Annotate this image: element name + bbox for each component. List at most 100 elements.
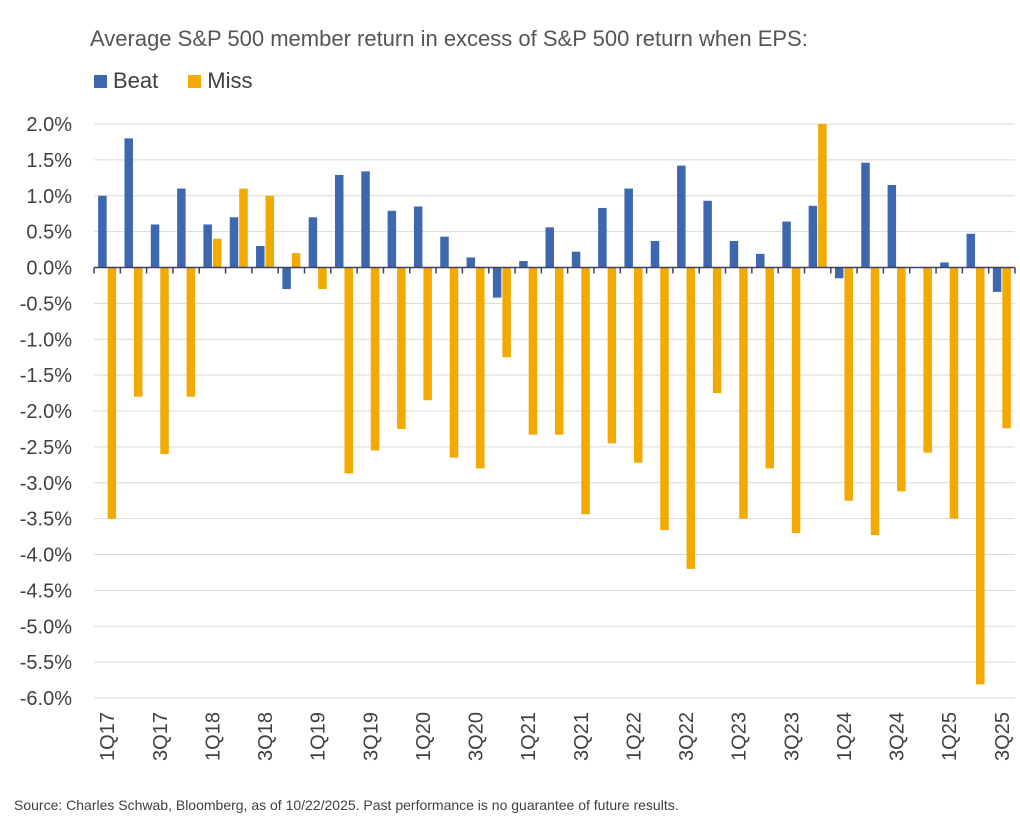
- x-tick-label: 3Q21: [571, 712, 593, 761]
- bar-miss-2q17: [133, 267, 143, 397]
- bar-miss-1q22: [633, 267, 643, 463]
- bar-miss-1q25: [949, 267, 959, 519]
- x-tick-label: 3Q23: [781, 712, 803, 761]
- bar-miss-4q21: [607, 267, 617, 444]
- bar-beat-4q21: [598, 207, 607, 268]
- y-tick-label: -3.5%: [20, 509, 72, 531]
- bar-miss-2q22: [660, 267, 669, 531]
- y-tick-label: -1.0%: [20, 329, 72, 351]
- bar-miss-3q23: [791, 267, 801, 533]
- y-tick-label: 1.5%: [26, 150, 72, 172]
- bar-miss-1q21: [528, 267, 538, 435]
- bar-miss-4q22: [712, 267, 722, 394]
- bar-miss-3q25: [1002, 267, 1011, 429]
- bar-beat-3q18: [256, 245, 265, 268]
- bar-beat-1q22: [624, 188, 633, 268]
- bar-miss-4q18: [291, 253, 301, 268]
- bar-beat-2q22: [650, 240, 660, 268]
- x-tick-label: 3Q25: [992, 712, 1014, 761]
- x-tick-label: 1Q25: [939, 712, 961, 761]
- x-tick-label: 3Q18: [255, 712, 277, 761]
- y-tick-label: -4.5%: [20, 580, 72, 602]
- y-tick-label: -4.0%: [20, 545, 72, 567]
- bar-miss-2q25: [976, 267, 985, 685]
- bar-miss-4q17: [186, 267, 196, 397]
- bar-beat-4q20: [492, 267, 502, 298]
- y-tick-label: -6.0%: [20, 688, 72, 710]
- y-tick-label: -3.0%: [20, 473, 72, 495]
- y-tick-label: 2.0%: [26, 114, 72, 136]
- x-tick-label: 3Q19: [360, 712, 382, 761]
- x-tick-label: 1Q20: [413, 712, 435, 761]
- chart-legend: Beat Miss: [94, 68, 282, 94]
- bar-miss-1q23: [739, 267, 748, 519]
- bar-miss-1q17: [107, 267, 117, 519]
- bar-beat-3q25: [992, 267, 1002, 292]
- y-tick-label: 1.0%: [26, 186, 72, 208]
- bar-beat-3q17: [150, 224, 160, 268]
- y-tick-label: -5.0%: [20, 616, 72, 638]
- bar-beat-3q21: [571, 251, 581, 268]
- x-tick-label: 3Q20: [466, 712, 488, 761]
- bar-beat-4q17: [177, 188, 186, 268]
- bar-beat-2q18: [229, 217, 239, 268]
- bar-miss-2q21: [555, 267, 564, 435]
- y-tick-label: -2.5%: [20, 437, 72, 459]
- bar-miss-1q20: [423, 267, 432, 401]
- bar-miss-1q19: [318, 267, 327, 290]
- x-tick-label: 3Q24: [887, 712, 909, 761]
- bar-beat-1q24: [834, 267, 844, 279]
- bar-beat-4q18: [282, 267, 291, 290]
- bar-beat-1q21: [519, 261, 528, 268]
- legend-swatch-beat: [94, 74, 107, 88]
- bar-beat-2q19: [334, 174, 344, 268]
- bar-miss-2q24: [870, 267, 880, 536]
- chart-title: Average S&P 500 member return in excess …: [90, 26, 808, 51]
- legend-label-beat: Beat: [113, 68, 159, 93]
- x-tick-label: 1Q23: [729, 712, 751, 761]
- bar-miss-3q20: [476, 267, 485, 469]
- legend-swatch-miss: [188, 74, 202, 88]
- bar-miss-3q18: [265, 195, 275, 268]
- bar-miss-4q24: [923, 267, 932, 453]
- bar-beat-2q20: [440, 236, 449, 268]
- bar-miss-2q18: [239, 188, 248, 268]
- legend-item-beat: Beat: [94, 68, 158, 94]
- bar-miss-4q23: [818, 124, 827, 268]
- legend-label-miss: Miss: [207, 68, 253, 93]
- bar-miss-2q20: [449, 267, 459, 458]
- bar-beat-3q24: [887, 184, 897, 268]
- bar-beat-2q24: [861, 162, 870, 268]
- y-tick-label: -0.5%: [20, 293, 72, 315]
- bar-miss-3q19: [370, 267, 380, 451]
- bar-beat-4q23: [808, 205, 818, 268]
- bar-miss-2q23: [765, 267, 775, 469]
- bar-miss-2q19: [344, 267, 353, 474]
- x-tick-label: 3Q17: [150, 712, 172, 761]
- y-tick-label: 0.0%: [26, 258, 72, 280]
- bar-miss-4q19: [397, 267, 406, 429]
- bar-miss-4q20: [502, 267, 511, 358]
- x-tick-label: 1Q24: [834, 712, 856, 761]
- bar-beat-2q23: [756, 253, 765, 268]
- bar-beat-2q17: [124, 138, 133, 268]
- bar-beat-4q19: [387, 210, 397, 268]
- x-tick-label: 1Q18: [202, 712, 224, 761]
- bar-miss-3q24: [897, 267, 906, 492]
- bar-beat-3q22: [677, 165, 686, 268]
- bar-miss-3q17: [160, 267, 169, 455]
- y-tick-label: -1.5%: [20, 365, 72, 387]
- bar-beat-4q22: [703, 200, 712, 268]
- bar-beat-1q17: [98, 195, 107, 268]
- y-tick-label: -5.5%: [20, 652, 72, 674]
- bar-beat-3q20: [466, 257, 476, 268]
- x-tick-label: 1Q19: [308, 712, 330, 761]
- bar-beat-2q21: [545, 227, 554, 268]
- bar-miss-3q21: [581, 267, 590, 515]
- y-tick-label: -2.0%: [20, 401, 72, 423]
- y-tick-label: 0.5%: [26, 222, 72, 244]
- legend-item-miss: Miss: [188, 68, 252, 94]
- bar-beat-1q20: [413, 206, 423, 268]
- bar-miss-1q18: [212, 238, 222, 268]
